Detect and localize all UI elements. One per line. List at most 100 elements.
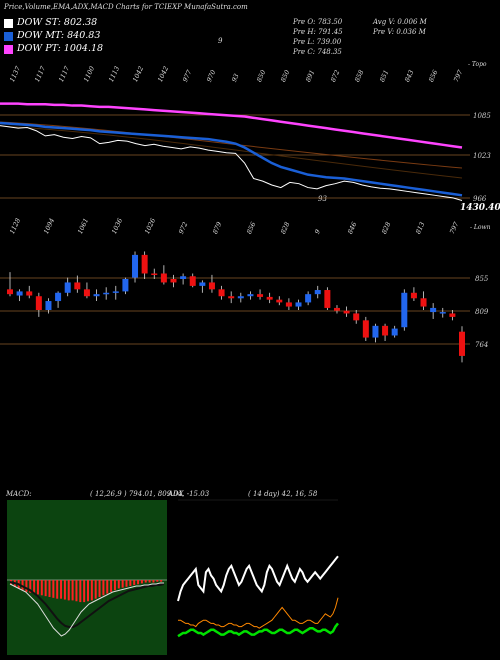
macd-hist-bar-9	[44, 580, 47, 597]
macd-hist-bar-36	[148, 580, 151, 583]
candle-body-28	[276, 299, 283, 303]
macd-hist-bar-16	[71, 580, 74, 601]
macd-hist-bar-13	[60, 580, 63, 599]
candle-body-0	[7, 289, 13, 295]
candle-body-18	[180, 276, 187, 279]
stat-pre-high: Pre H: 791.45	[293, 28, 343, 36]
macd-hist-bar-22	[94, 580, 97, 599]
adx-line-2	[177, 622, 339, 638]
candle-body-11	[112, 291, 119, 293]
stat-pre-low: Pre L: 739.00	[293, 38, 342, 46]
legend-label-st: DOW ST: 802.38	[17, 17, 98, 28]
legend-swatch-pt	[4, 45, 13, 54]
candle-body-8	[83, 289, 90, 297]
macd-hist-bar-32	[133, 580, 136, 586]
macd-hist-bar-33	[137, 580, 140, 585]
candle-body-3	[35, 296, 42, 310]
candle-body-2	[26, 291, 33, 296]
candle-body-10	[103, 292, 110, 295]
macd-hist-bar-26	[110, 580, 113, 592]
macd-hist-bar-34	[140, 580, 143, 584]
macd-hist-bar-7	[36, 580, 39, 595]
macd-hist-bar-39	[160, 580, 163, 582]
candle-body-47	[459, 331, 465, 356]
macd-hist-bar-29	[121, 580, 124, 588]
macd-hist-bar-23	[98, 580, 101, 597]
candle-body-12	[122, 279, 129, 292]
stat-pre-open: Pre O: 783.50	[293, 18, 343, 26]
panel1-low-label: 1430.40	[460, 203, 500, 213]
candle-body-40	[391, 328, 398, 336]
panel1-corner-label: - Topo	[468, 61, 487, 68]
macd-label: MACD:	[6, 490, 32, 498]
candle-body-32	[314, 290, 321, 295]
header-marker: 9	[218, 37, 223, 45]
candle-body-6	[64, 282, 71, 293]
macd-hist-bar-15	[67, 580, 70, 601]
macd-hist-bar-12	[56, 580, 59, 599]
candle-body-20	[199, 282, 206, 286]
candle-body-30	[295, 302, 302, 307]
macd-hist-bar-30	[125, 580, 128, 587]
stat-avg-volume: Avg V: 0.006 M	[373, 18, 427, 26]
macd-signal-line	[9, 581, 165, 628]
candle-body-15	[151, 273, 158, 275]
candle-body-4	[45, 301, 52, 310]
candle-body-43	[420, 298, 427, 307]
macd-hist-bar-35	[144, 580, 147, 583]
candle-body-23	[228, 296, 235, 299]
legend-swatch-mt	[4, 32, 13, 41]
ema-line-2	[0, 102, 463, 149]
panel2-y-tick-0: 855	[475, 275, 489, 283]
macd-values: ( 12,26,9 ) 794.01, 809.04, -15.03	[90, 490, 210, 498]
panel1-y-tick-0: 1085	[473, 112, 491, 120]
macd-hist-bar-19	[83, 580, 86, 603]
macd-hist-bar-24	[102, 580, 105, 596]
macd-hist-bar-25	[106, 580, 109, 594]
candle-body-39	[382, 325, 389, 336]
ema-line-1	[0, 121, 463, 197]
adx-label: ADX	[168, 490, 184, 498]
macd-panel-bg	[7, 500, 167, 655]
macd-hist-bar-31	[129, 580, 132, 586]
candle-body-34	[333, 307, 340, 311]
macd-hist-bar-38	[156, 580, 159, 582]
candle-body-17	[170, 279, 177, 283]
panel1-y-tick-2: 966	[473, 195, 487, 203]
adx-line-0	[177, 555, 339, 602]
macd-hist-bar-17	[75, 580, 78, 602]
candle-body-45	[439, 312, 446, 314]
candle-body-16	[160, 273, 167, 283]
candle-body-44	[430, 307, 437, 313]
panel2-corner-label: - Lown	[470, 224, 491, 231]
candle-body-14	[141, 254, 148, 274]
candle-body-21	[208, 282, 215, 290]
stat-pre-close: Pre C: 748.35	[293, 48, 342, 56]
candle-body-26	[257, 294, 264, 297]
panel2-y-tick-2: 764	[475, 341, 488, 349]
panel1-trend-band-b	[0, 125, 463, 179]
candle-body-29	[285, 302, 292, 307]
candle-body-1	[16, 291, 23, 296]
macd-hist-bar-18	[79, 580, 82, 603]
macd-hist-bar-27	[113, 580, 116, 591]
candle-body-7	[74, 282, 81, 290]
adx-values: ( 14 day) 42, 16, 58	[248, 490, 318, 498]
legend-swatch-st	[4, 19, 13, 28]
candle-body-35	[343, 310, 350, 314]
candle-body-13	[132, 254, 139, 278]
macd-hist-bar-14	[63, 580, 66, 600]
panel2-y-tick-1: 809	[475, 308, 489, 316]
candle-body-38	[372, 325, 379, 338]
legend-label-mt: DOW MT: 840.83	[17, 30, 101, 41]
macd-hist-bar-20	[87, 580, 89, 602]
macd-hist-bar-3	[21, 580, 24, 591]
macd-hist-bar-5	[29, 580, 32, 593]
candle-body-25	[247, 294, 254, 297]
chart-title: Price,Volume,EMA,ADX,MACD Charts for TCI…	[4, 3, 248, 11]
macd-line	[9, 582, 164, 637]
macd-hist-bar-4	[25, 580, 28, 592]
candle-body-46	[449, 313, 456, 317]
ema-line-0	[0, 125, 463, 201]
